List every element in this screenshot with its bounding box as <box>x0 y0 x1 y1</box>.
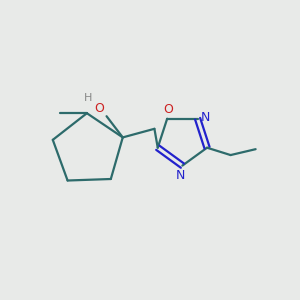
Text: N: N <box>201 111 211 124</box>
Text: H: H <box>84 93 92 103</box>
Text: N: N <box>176 169 186 182</box>
Text: O: O <box>163 103 173 116</box>
Text: O: O <box>94 102 104 115</box>
